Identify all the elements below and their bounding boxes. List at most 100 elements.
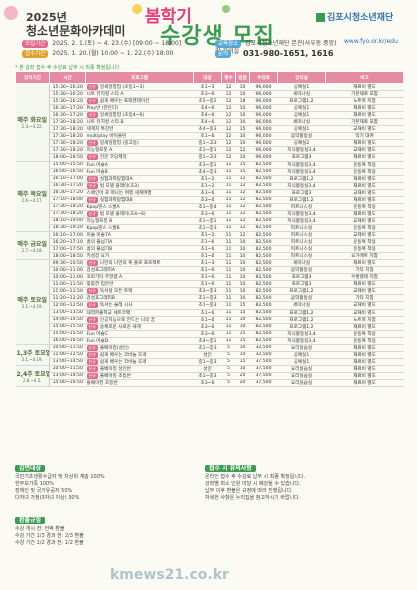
note-cell: 재료비 별도 xyxy=(325,351,404,359)
table-row: 18:10~19:00 지능형로봇 B 초1~중1 11 12 82,500 지식활동실3,… xyxy=(16,217,404,225)
time-cell: 11:00~12:50 xyxy=(49,351,86,359)
apply-period: 접수기간 2025. 1. 20.(월) 10:00 ~ 1. 22.(수) 18… xyxy=(22,50,173,58)
fee-cell: 96,000 xyxy=(249,118,278,127)
program-cell: 신규 쉽게 배우는 코바늘 뜨개 xyxy=(85,358,194,366)
capacity-cell: 15 xyxy=(235,168,250,176)
new-badge: 신규 xyxy=(86,210,98,217)
target-cell: 초1~6 xyxy=(193,280,222,289)
room-cell: 음악활동실 xyxy=(277,266,326,275)
target-cell: 초1~2 xyxy=(193,175,222,183)
apply-tag: 접수기간 xyxy=(22,50,49,58)
capacity-cell: 10 xyxy=(235,238,250,247)
capacity-cell: 10 xyxy=(235,287,250,296)
new-badge: 신규 xyxy=(86,112,98,118)
time-cell: 18:10~19:00 xyxy=(49,217,86,225)
recruit-value: 2025. 2. 1.(토) ~ 4. 23.(수) [09:00 ~ 18:0… xyxy=(52,40,182,47)
fee-cell: 37,500 xyxy=(249,372,278,380)
program-cell: 신규 쉽게 배우는 프레젠테이션 xyxy=(85,97,194,106)
sessions-cell: 11 xyxy=(221,182,236,190)
fee-cell: 82,500 xyxy=(249,189,278,197)
room-cell: 지식활동실3,4 xyxy=(277,210,326,218)
sessions-cell: 12 xyxy=(221,139,236,148)
sessions-cell: 12 xyxy=(221,118,236,127)
table-row: 17:30~18:20 지능형로봇 A 초1~중1 12 12 96,000 지식활동실3,… xyxy=(16,146,404,155)
capacity-cell: 20 xyxy=(235,372,250,380)
notice-line: 자세한 사항은 누리집을 참고하시기 바랍니다. xyxy=(205,495,301,501)
fee-cell: 96,000 xyxy=(249,104,278,113)
time-cell: 17:10~18:00 xyxy=(49,196,86,204)
room-cell: 프로그램3 xyxy=(277,153,326,162)
time-cell: 16:30~17:20 xyxy=(49,104,86,113)
note-cell: 노트북 지참 xyxy=(325,97,404,106)
note-cell: 운동복 착용 xyxy=(325,245,404,254)
note-cell: 재료비 별도 xyxy=(325,83,404,92)
time-cell: 17:00~17:50 xyxy=(49,245,86,254)
day-cell: 매주 화요일 2.4.~4.22. xyxy=(15,83,50,162)
time-cell: 16:30~17:20 xyxy=(49,182,86,190)
org-name: 김포시청소년재단 xyxy=(327,13,394,23)
refund-line: 수강 기간 1/3 경과 전: 2/3 환불 xyxy=(15,533,84,539)
capacity-cell: 15 xyxy=(235,301,250,310)
sessions-cell: 11 xyxy=(221,294,236,303)
program-cell: 골의 줄넘기B xyxy=(85,245,194,254)
sessions-cell: 11 xyxy=(221,252,236,261)
sessions-cell: 11 xyxy=(221,231,236,240)
refund-title: 환불규정 xyxy=(15,517,46,524)
target-cell: 중1~고3 xyxy=(193,153,222,162)
program-name: Fun 머슬C xyxy=(86,331,108,337)
capacity-cell: 10 xyxy=(235,294,250,303)
program-cell: 감성포그래피A xyxy=(85,266,194,275)
table-row: 15:30~16:20 신규 쉽게 배우는 프레젠테이션 초5~중2 12 18 96,00… xyxy=(16,97,404,106)
new-badge: 신규 xyxy=(86,175,98,182)
table-row: 16:30~17:20 신규 일세일창업 (초등4~6) 초4~6 12 10 96,000… xyxy=(16,111,404,120)
note-cell: 교재비 별도 xyxy=(325,217,404,225)
program-name: 실험과학탐험대A xyxy=(99,176,133,182)
time-cell: 16:30~17:20 xyxy=(49,189,86,197)
sessions-cell: 12 xyxy=(221,125,236,134)
new-badge: 신규 xyxy=(86,302,98,308)
note-cell: 기타 지참 xyxy=(325,294,404,303)
note-cell: 운동복 착용 xyxy=(325,224,404,232)
fee-cell: 37,500 xyxy=(249,379,278,388)
room-cell: 공예실1 xyxy=(277,111,326,120)
day-label: 매주 목요일 xyxy=(17,191,48,199)
program-name: 쉽게 배우는 프레젠테이션 xyxy=(99,99,150,105)
note-cell: 운동복 착용 xyxy=(325,203,404,211)
room-cell: 피트니스실 xyxy=(277,231,326,240)
program-name: 일세일창업 (초등4~6) xyxy=(99,113,145,119)
note-cell: 교재비 별도 xyxy=(325,125,404,134)
target-cell: 초1~중3 xyxy=(193,224,222,232)
program-cell: 신규 독서실 모든 트랙 xyxy=(85,287,194,296)
table-row: 10:00~11:00 꼬마기타 주말랩 A 초1~6 11 10 82,500 프로그램3… xyxy=(16,273,404,282)
sessions-cell: 11 xyxy=(221,175,236,183)
note-cell: 재료비 별도 xyxy=(325,111,404,120)
note-cell: 우쿨렐레 지참 xyxy=(325,273,404,282)
program-cell: Fun 머슬D xyxy=(85,337,194,345)
fee-cell: 82,500 xyxy=(249,259,278,268)
target-cell: 초3~6 xyxy=(193,189,222,197)
sessions-cell: 11 xyxy=(221,168,236,176)
inquiry-tag: 문의 xyxy=(215,50,232,58)
homepage-link[interactable]: www.fyo.or.kr/edu xyxy=(344,38,398,45)
program-name: 일세일창업 (초등1~3) xyxy=(99,85,145,91)
program-name: multiplay 바이올린 xyxy=(86,134,127,140)
room-cell: 프로그램1,2 xyxy=(277,196,326,204)
program-name: 쉽게 배우는 코바늘 뜨개 xyxy=(99,352,147,358)
sessions-cell: 11 xyxy=(221,245,236,254)
target-cell: 초1~2 xyxy=(193,182,222,190)
year: 2025년 xyxy=(26,11,67,24)
program-name: Kpop댄스 스쿨A xyxy=(86,204,120,210)
sessions-cell: 11 xyxy=(221,161,236,169)
time-cell: 16:30~17:20 xyxy=(49,111,86,120)
target-cell: 초1~3 xyxy=(193,83,222,92)
new-badge: 신규 xyxy=(86,84,98,90)
sessions-cell: 5 xyxy=(221,372,236,380)
target-cell: 초1~6 xyxy=(193,309,222,317)
new-badge: 신규 xyxy=(86,351,98,358)
table-row: 15:30~16:20 니트 뮤지컬 스타 A 초3~6 12 10 96,000 세미나실… xyxy=(16,90,404,99)
fee-cell: 82,500 xyxy=(249,252,278,261)
day-cell: 1,3주 토요일 3.1.~4.19. xyxy=(15,344,50,366)
capacity-cell: 12 xyxy=(235,189,250,197)
fee-cell: 96,000 xyxy=(249,83,278,92)
fee-cell: 96,000 xyxy=(249,132,278,141)
